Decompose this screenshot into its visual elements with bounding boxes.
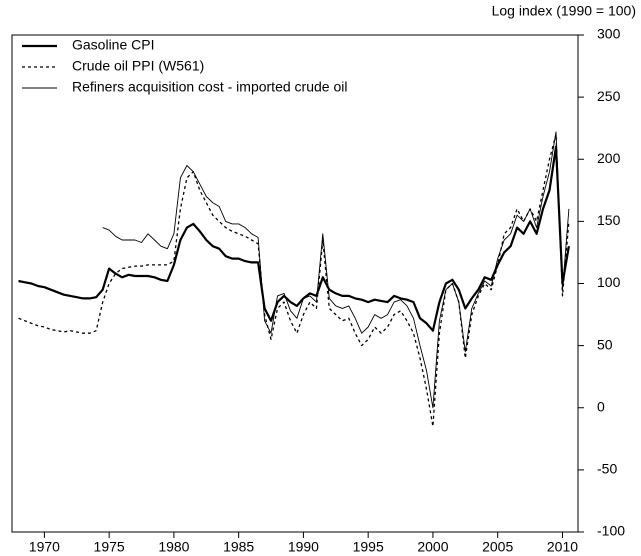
series-line <box>18 145 570 332</box>
x-tick-label: 1970 <box>29 539 60 555</box>
x-tick-label: 1995 <box>353 539 384 555</box>
y-tick-label: 100 <box>597 274 621 290</box>
x-tick-label: 1990 <box>288 539 319 555</box>
series-line <box>102 131 570 409</box>
y-tick-label: 200 <box>597 150 621 166</box>
y-tick-label: 300 <box>597 26 621 42</box>
y-tick-label: -100 <box>597 523 625 539</box>
y-tick-label: 50 <box>597 336 613 352</box>
y-axis-label: Log index (1990 = 100) <box>492 3 636 19</box>
x-tick-label: 1975 <box>94 539 125 555</box>
legend-label: Gasoline CPI <box>72 37 154 53</box>
y-tick-label: 150 <box>597 212 621 228</box>
x-tick-label: 2010 <box>547 539 578 555</box>
series-line <box>18 133 570 428</box>
legend-label: Crude oil PPI (W561) <box>72 58 204 74</box>
legend-label: Refiners acquisition cost - imported cru… <box>72 79 347 95</box>
y-tick-label: -50 <box>597 461 617 477</box>
x-tick-label: 1980 <box>158 539 189 555</box>
y-tick-label: 250 <box>597 88 621 104</box>
x-tick-label: 1985 <box>223 539 254 555</box>
y-tick-label: 0 <box>597 398 605 414</box>
x-tick-label: 2000 <box>417 539 448 555</box>
x-tick-label: 2005 <box>482 539 513 555</box>
